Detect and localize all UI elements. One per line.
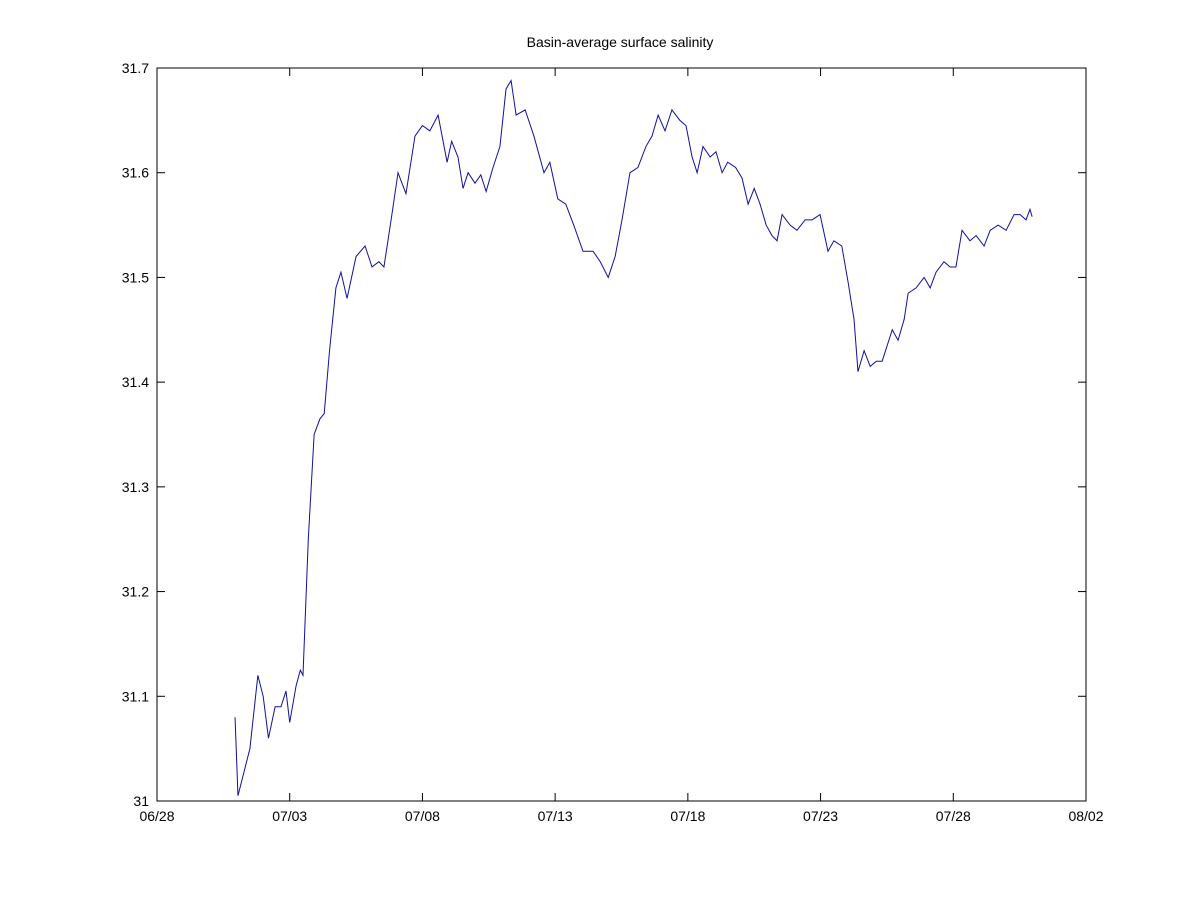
x-tick-label: 08/02 [1068,808,1103,824]
y-tick-label: 31.3 [122,479,149,495]
x-tick-label: 07/03 [272,808,307,824]
y-tick-label: 31.1 [122,688,149,704]
y-tick-label: 31.7 [122,60,149,76]
x-tick-label: 07/08 [405,808,440,824]
x-tick-label: 06/28 [139,808,174,824]
chart-title: Basin-average surface salinity [527,34,714,50]
y-tick-label: 31.6 [122,165,149,181]
data-line [234,79,1033,796]
y-tick-label: 31.5 [122,269,149,285]
x-tick-label: 07/18 [670,808,705,824]
y-tick-label: 31 [133,793,149,809]
x-tick-label: 07/23 [803,808,838,824]
x-tick-label: 07/13 [538,808,573,824]
y-tick-label: 31.4 [122,374,149,390]
x-tick-label: 07/28 [936,808,971,824]
y-tick-label: 31.2 [122,584,149,600]
plot-box [156,67,1087,802]
